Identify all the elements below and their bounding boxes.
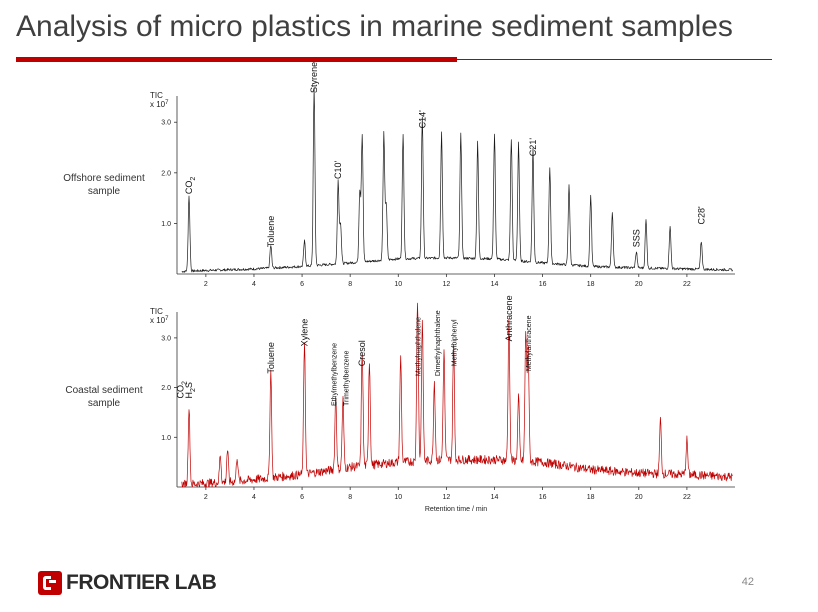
peak-label: Methylanthracene (526, 315, 533, 371)
offshore-sample-label: Offshore sediment sample (63, 173, 145, 197)
x-tick-label-0: 6 (300, 281, 304, 288)
y-axis-title-1: TIC (150, 307, 163, 316)
peak-label: Toluene (266, 216, 276, 248)
x-tick-label-1: 12 (442, 494, 450, 501)
peak-label: H2S (184, 382, 197, 398)
y-axis-title-0: TIC (150, 91, 163, 100)
title-accent-bar (16, 57, 457, 62)
x-tick-label-0: 10 (394, 281, 402, 288)
y-tick-label-0: 2.0 (161, 170, 171, 177)
y-tick-label-1: 1.0 (161, 435, 171, 442)
x-tick-label-1: 18 (587, 494, 595, 501)
chromatogram-trace-0 (181, 87, 733, 273)
peak-label: SSS (631, 229, 641, 247)
x-tick-label-1: 14 (491, 494, 499, 501)
x-tick-label-0: 8 (348, 281, 352, 288)
peak-label: Dimethylnaphthalene (435, 310, 442, 376)
x-tick-label-0: 2 (204, 281, 208, 288)
peak-label: Ethylmethylbenzene (331, 343, 338, 406)
peak-label: C28' (696, 206, 706, 225)
peak-label: Anthracene (504, 295, 514, 341)
x-tick-label-0: 22 (683, 281, 691, 288)
y-axis-unit-1: x 107 (150, 316, 169, 325)
logo-text: FRONTIER LAB (66, 571, 217, 594)
peak-label: C21' (528, 138, 538, 157)
y-tick-label-0: 1.0 (161, 221, 171, 228)
x-tick-label-0: 12 (442, 281, 450, 288)
peak-label: Methylbiphenyl (452, 319, 459, 366)
peak-label: C14' (417, 110, 427, 129)
peak-label: CO2 (184, 177, 197, 195)
peak-label: Toluene (266, 342, 276, 374)
x-tick-label-1: 20 (635, 494, 643, 501)
x-tick-label-1: 6 (300, 494, 304, 501)
x-tick-label-1: 22 (683, 494, 691, 501)
y-tick-label-1: 2.0 (161, 385, 171, 392)
x-tick-label-1: 8 (348, 494, 352, 501)
peak-label: Xylene (299, 319, 309, 347)
x-tick-label-0: 20 (635, 281, 643, 288)
slide-title: Analysis of micro plastics in marine sed… (16, 10, 733, 43)
x-tick-label-0: 4 (252, 281, 256, 288)
frontier-lab-logo-icon (38, 571, 62, 595)
peak-label: CO2 (176, 381, 189, 399)
peak-label: Cresol (357, 340, 367, 366)
x-tick-label-1: 2 (204, 494, 208, 501)
x-tick-label-1: 4 (252, 494, 256, 501)
peak-label: C10' (333, 160, 343, 179)
x-tick-label-0: 18 (587, 281, 595, 288)
x-axis-title: Retention time / min (425, 506, 487, 513)
x-tick-label-0: 14 (491, 281, 499, 288)
y-tick-label-1: 3.0 (161, 335, 171, 342)
x-tick-label-0: 16 (539, 281, 547, 288)
x-tick-label-1: 10 (394, 494, 402, 501)
coastal-sample-label: Coastal sediment sample (65, 385, 143, 409)
y-tick-label-0: 3.0 (161, 120, 171, 127)
y-axis-unit-0: x 107 (150, 100, 169, 109)
title-underline (457, 59, 772, 60)
peak-label: Trimethylbenzene (343, 350, 350, 405)
chromatogram-trace-1 (181, 302, 733, 488)
peak-label: Methylnaphthalene (416, 317, 423, 376)
peak-label: Styrene (309, 62, 319, 93)
frontier-lab-logo: FRONTIER LAB (38, 571, 217, 595)
x-tick-label-1: 16 (539, 494, 547, 501)
page-number: 42 (741, 576, 754, 588)
